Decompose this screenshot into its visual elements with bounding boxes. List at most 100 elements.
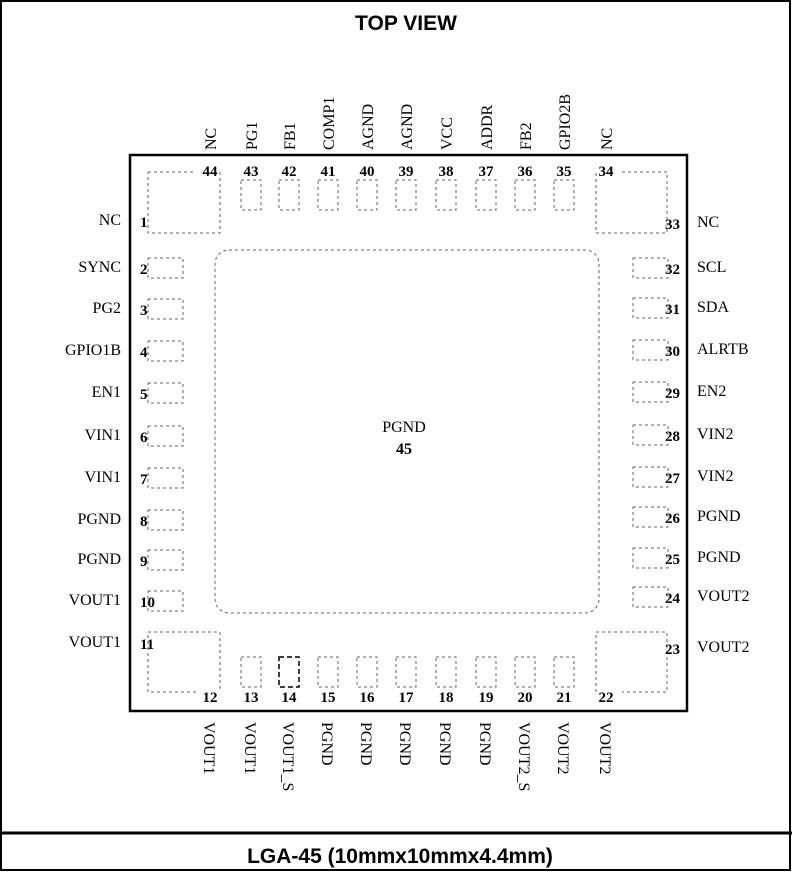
pin-number-31: 31	[665, 302, 680, 318]
pin-number-35: 35	[557, 164, 572, 180]
package-body	[128, 153, 689, 713]
pin-name-top-42: FB1	[282, 122, 299, 150]
package-label: LGA-45 (10mmx10mmx4.4mm)	[247, 845, 553, 868]
pin-name-left-1: NC	[99, 212, 121, 229]
corner-pad-top-right	[595, 171, 668, 234]
pin-pad-16	[356, 656, 378, 688]
page-title: TOP VIEW	[355, 12, 457, 35]
pin-number-36: 36	[518, 164, 534, 180]
pin-number-25: 25	[665, 552, 680, 568]
pin-number-39: 39	[399, 164, 414, 180]
pin-number-12: 12	[203, 690, 218, 706]
pin-number-27: 27	[665, 471, 681, 487]
pin-name-left-4: GPIO1B	[65, 342, 121, 359]
pin-pad-40	[356, 179, 378, 211]
pin-name-top-38: VCC	[439, 117, 456, 150]
pin-number-5: 5	[140, 387, 148, 403]
pin-number-29: 29	[665, 386, 680, 402]
pin-name-top-43: PG1	[244, 122, 261, 150]
pin-name-right-33: NC	[697, 214, 719, 231]
pin-pad-43	[240, 179, 262, 211]
pin-name-right-25: PGND	[697, 549, 741, 566]
pin-number-44: 44	[203, 164, 219, 180]
pin-pad-30	[632, 339, 669, 361]
pin-pad-38	[435, 179, 457, 211]
pin-number-18: 18	[439, 690, 454, 706]
corner-pad-top-left	[147, 171, 221, 234]
pin-name-right-29: EN2	[697, 383, 726, 400]
pin-pad-14	[278, 656, 300, 688]
pin-number-28: 28	[665, 429, 680, 445]
center-pad	[214, 249, 600, 614]
pin-number-38: 38	[439, 164, 454, 180]
pin-pad-10	[147, 590, 184, 612]
pin-number-21: 21	[557, 690, 572, 706]
pin-name-top-39: AGND	[399, 104, 416, 150]
pin-pad-28	[632, 424, 669, 446]
pin-pad-39	[395, 179, 417, 211]
pin-pad-36	[514, 179, 536, 211]
pin-name-top-41: COMP1	[321, 97, 338, 150]
pin-name-left-10: VOUT1	[69, 592, 121, 609]
pin-name-top-44: NC	[203, 128, 220, 150]
pin-number-15: 15	[321, 690, 336, 706]
pin-pad-20	[514, 656, 536, 688]
pin-pad-15	[317, 656, 339, 688]
pin-name-right-31: SDA	[697, 299, 729, 316]
pin-pad-6	[147, 425, 184, 447]
pin-number-4: 4	[140, 345, 148, 361]
pin-name-right-27: VIN2	[697, 468, 733, 485]
pin-number-37: 37	[479, 164, 495, 180]
pin-pad-21	[553, 656, 575, 688]
pin-name-right-28: VIN2	[697, 426, 733, 443]
pin-pad-42	[278, 179, 300, 211]
pin-name-bottom-14: VOUT1_S	[279, 722, 296, 791]
pin-name-right-32: SCL	[697, 259, 726, 276]
pin-number-20: 20	[518, 690, 533, 706]
pin-name-top-40: AGND	[360, 104, 377, 150]
pin-name-left-5: EN1	[92, 384, 121, 401]
pin-number-2: 2	[140, 262, 148, 278]
pin-number-1: 1	[140, 215, 148, 231]
pin-number-30: 30	[665, 344, 680, 360]
pin-number-3: 3	[140, 303, 148, 319]
pin-pad-24	[632, 586, 669, 608]
center-pad-number: 45	[396, 441, 412, 458]
pin-name-bottom-18: PGND	[436, 722, 453, 766]
center-pad-name: PGND	[382, 419, 426, 436]
pin-pad-25	[632, 547, 669, 569]
pin-name-left-11: VOUT1	[69, 634, 121, 651]
pin-number-23: 23	[665, 642, 680, 658]
pin-number-16: 16	[360, 690, 376, 706]
pin-name-bottom-22: VOUT2	[596, 722, 613, 774]
pin-number-41: 41	[321, 164, 336, 180]
pin-pad-13	[240, 656, 262, 688]
pin-name-bottom-15: PGND	[318, 722, 335, 766]
pin-pad-9	[147, 549, 184, 571]
pin-pad-32	[632, 257, 669, 279]
pin-name-right-26: PGND	[697, 508, 741, 525]
pin-name-left-2: SYNC	[78, 259, 121, 276]
pin-name-left-7: VIN1	[85, 469, 121, 486]
pin-number-34: 34	[599, 164, 615, 180]
pin-pad-41	[317, 179, 339, 211]
pin-pad-17	[395, 656, 417, 688]
pin-number-40: 40	[360, 164, 375, 180]
pin-name-top-34: NC	[599, 128, 616, 150]
pin-name-top-37: ADDR	[479, 104, 496, 150]
pin-number-14: 14	[282, 690, 298, 706]
pin-number-8: 8	[140, 514, 148, 530]
pin-number-24: 24	[665, 591, 681, 607]
corner-pad-bottom-right	[595, 631, 668, 693]
pin-pad-37	[475, 179, 497, 211]
pins-layer: NC 1 SYNC 2 PG2 3 GPIO1B 4 EN1 5 VIN1 6 VIN1 7 PGND 8 PG…	[65, 94, 749, 791]
pin-name-top-36: FB2	[518, 122, 535, 150]
pin-number-13: 13	[244, 690, 259, 706]
pin-name-bottom-13: VOUT1	[241, 722, 258, 774]
pin-name-left-6: VIN1	[85, 427, 121, 444]
pin-number-17: 17	[399, 690, 415, 706]
pin-name-right-24: VOUT2	[697, 588, 749, 605]
pin-name-right-30: ALRTB	[697, 341, 748, 358]
pin-pad-5	[147, 382, 184, 404]
